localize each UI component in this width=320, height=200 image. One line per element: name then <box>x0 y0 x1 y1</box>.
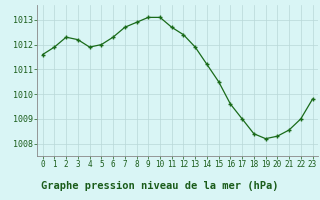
Text: Graphe pression niveau de la mer (hPa): Graphe pression niveau de la mer (hPa) <box>41 181 279 191</box>
